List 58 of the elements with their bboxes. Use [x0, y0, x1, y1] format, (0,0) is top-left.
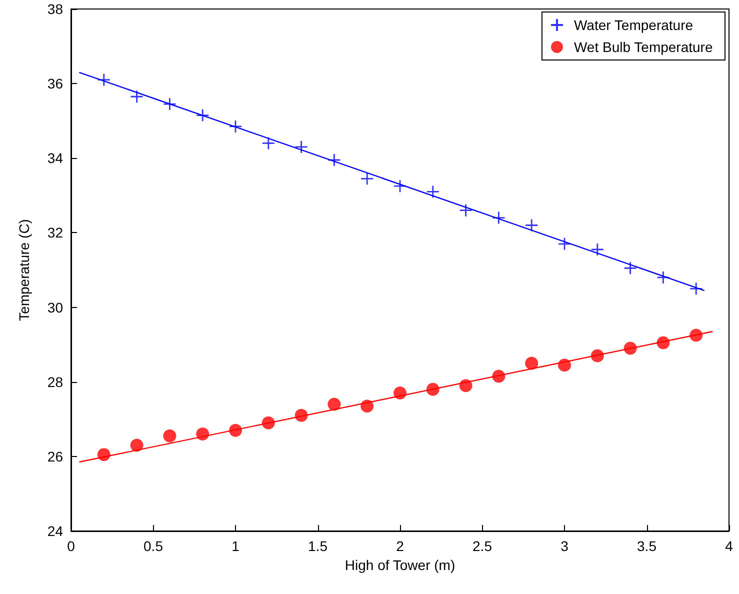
x-tick-label: 1.5 — [308, 538, 328, 554]
y-tick-label: 36 — [47, 76, 64, 92]
point — [229, 424, 242, 437]
point — [426, 185, 440, 198]
point — [360, 400, 374, 413]
point — [97, 448, 110, 462]
point — [328, 153, 341, 167]
y-tick-label: 28 — [47, 374, 64, 390]
legend-label: Water Temperature — [574, 17, 694, 33]
point — [130, 438, 144, 452]
legend-label: Wet Bulb Temperature — [574, 39, 713, 55]
point — [130, 90, 144, 104]
x-tick-label: 0 — [67, 538, 76, 554]
point — [228, 120, 242, 134]
point — [262, 136, 276, 150]
point — [624, 342, 637, 355]
point — [196, 428, 210, 441]
point — [590, 242, 604, 256]
point — [492, 211, 506, 224]
point — [558, 237, 572, 251]
point — [426, 382, 440, 396]
y-tick-label: 34 — [47, 150, 64, 166]
point — [524, 218, 538, 232]
point — [558, 358, 571, 372]
point — [459, 204, 472, 218]
point — [656, 270, 670, 284]
x-tick-label: 2.5 — [472, 538, 492, 554]
x-tick-label: 2 — [396, 538, 404, 554]
y-tick-label: 38 — [47, 1, 64, 17]
point — [590, 349, 604, 362]
y-tick-label: 26 — [47, 448, 64, 464]
point — [294, 140, 308, 154]
point — [262, 416, 275, 430]
point — [163, 429, 176, 442]
x-tick-label: 3.5 — [637, 538, 657, 554]
y-tick-label: 30 — [47, 299, 64, 316]
point — [624, 261, 637, 275]
point — [690, 328, 703, 342]
x-tick-label: 1 — [232, 538, 240, 554]
y-tick-label: 32 — [47, 224, 64, 241]
point — [393, 179, 407, 193]
y-axis-title: Temperature (C) — [16, 219, 32, 321]
point — [360, 172, 374, 186]
point — [656, 336, 670, 350]
point — [525, 356, 538, 370]
point — [97, 73, 111, 87]
x-tick-label: 0.5 — [144, 538, 164, 554]
point — [294, 408, 308, 422]
x-tick-label: 4 — [725, 538, 734, 554]
x-tick-label: 3 — [560, 538, 569, 554]
point — [163, 97, 176, 111]
point — [492, 370, 506, 383]
x-axis-title: High of Tower (m) — [344, 556, 456, 573]
point — [328, 398, 341, 411]
point — [196, 108, 210, 122]
point — [394, 386, 406, 400]
y-tick-label: 24 — [47, 523, 64, 539]
point — [459, 379, 472, 392]
